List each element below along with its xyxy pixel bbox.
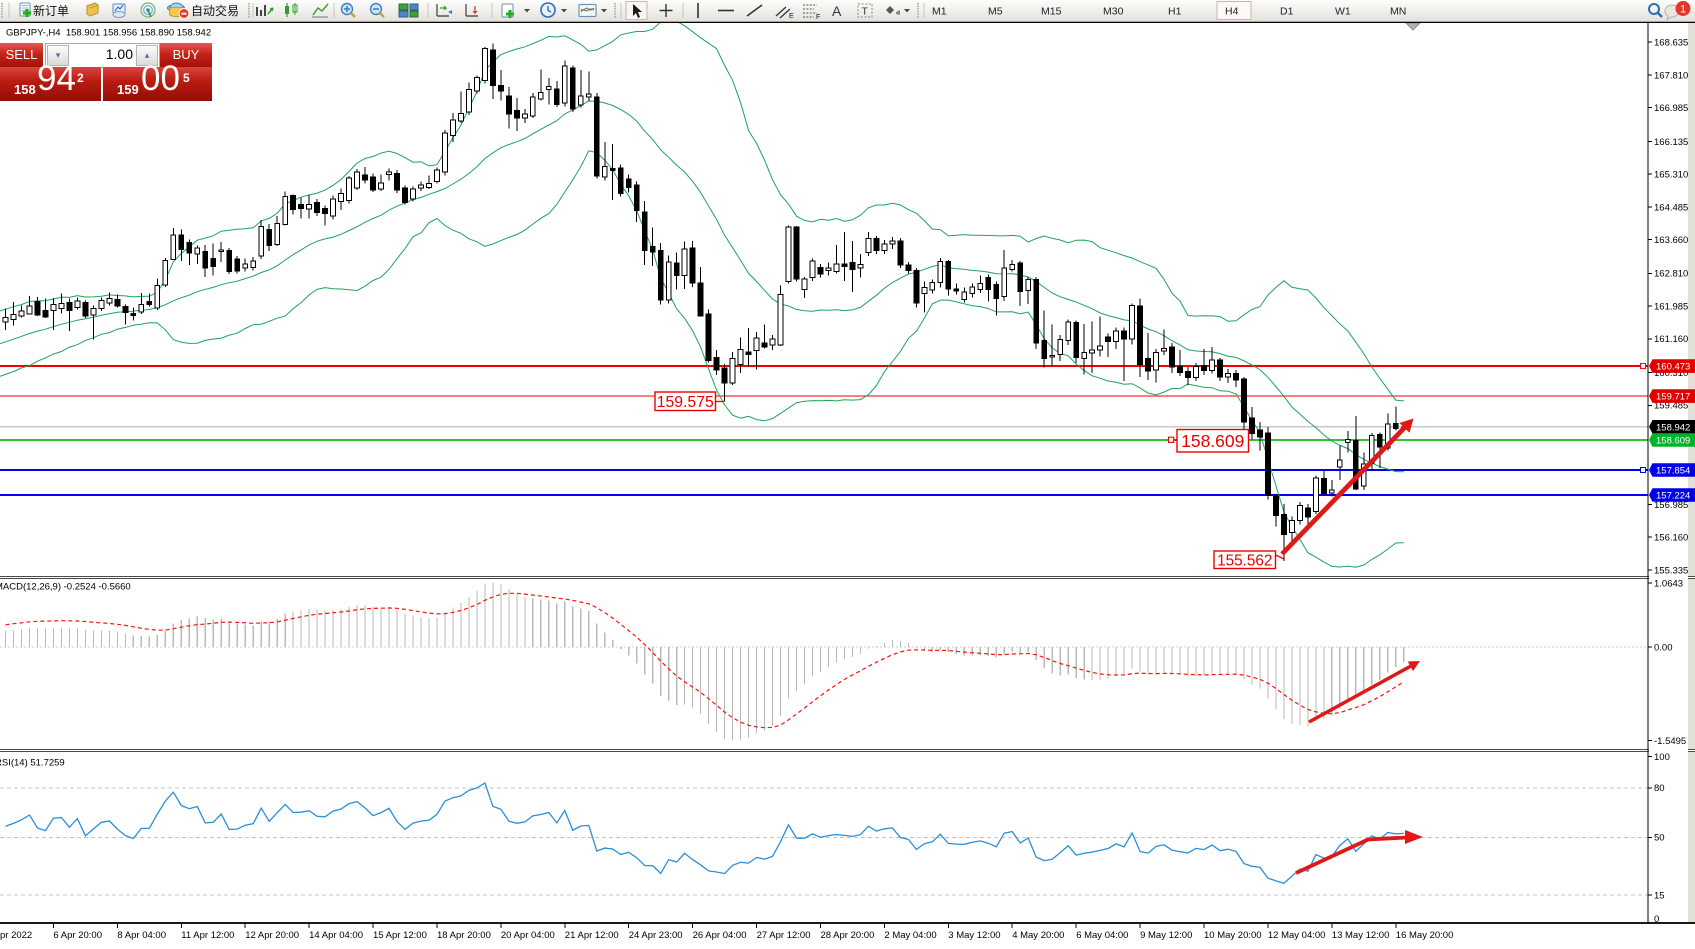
svg-text:157.224: 157.224 — [1656, 491, 1690, 502]
svg-text:MN: MN — [1390, 6, 1406, 18]
svg-text:A: A — [832, 3, 842, 19]
svg-text:27 Apr 12:00: 27 Apr 12:00 — [757, 930, 811, 941]
svg-text:1: 1 — [1680, 4, 1686, 16]
svg-text:18 Apr 20:00: 18 Apr 20:00 — [437, 930, 491, 941]
svg-text:155.335: 155.335 — [1654, 565, 1688, 576]
svg-text:155.562: 155.562 — [1217, 552, 1272, 569]
svg-text:0: 0 — [1654, 914, 1659, 925]
svg-text:168.635: 168.635 — [1654, 38, 1688, 49]
svg-text:12 May 04:00: 12 May 04:00 — [1268, 930, 1326, 941]
svg-text:21 Apr 12:00: 21 Apr 12:00 — [565, 930, 619, 941]
svg-text:161.985: 161.985 — [1654, 302, 1688, 313]
svg-text:pr 2022: pr 2022 — [0, 930, 32, 941]
svg-text:E: E — [789, 13, 794, 20]
svg-text:自动交易: 自动交易 — [191, 3, 239, 18]
svg-text:50: 50 — [1654, 833, 1665, 844]
svg-text:20 Apr 04:00: 20 Apr 04:00 — [501, 930, 555, 941]
svg-text:9 May 12:00: 9 May 12:00 — [1140, 930, 1192, 941]
svg-text:H1: H1 — [1168, 6, 1182, 18]
svg-text:16 May 20:00: 16 May 20:00 — [1396, 930, 1454, 941]
svg-text:159.717: 159.717 — [1656, 392, 1690, 403]
svg-text:F: F — [816, 14, 820, 21]
svg-text:160.310: 160.310 — [1654, 368, 1688, 379]
svg-text:GBPJPY-,H4 158.901 158.956 15: GBPJPY-,H4 158.901 158.956 158.890 158.9… — [6, 28, 211, 39]
svg-text:161.160: 161.160 — [1654, 334, 1688, 345]
svg-text:1.0643: 1.0643 — [1654, 579, 1683, 590]
svg-text:4 May 20:00: 4 May 20:00 — [1012, 930, 1064, 941]
svg-text:157.854: 157.854 — [1656, 466, 1690, 477]
svg-text:166.985: 166.985 — [1654, 103, 1688, 114]
svg-text:13 May 12:00: 13 May 12:00 — [1332, 930, 1390, 941]
svg-text:156.160: 156.160 — [1654, 533, 1688, 544]
svg-text:RSI(14) 51.7259: RSI(14) 51.7259 — [0, 758, 65, 769]
svg-text:15: 15 — [1654, 890, 1665, 901]
svg-text:158.942: 158.942 — [1656, 422, 1690, 433]
svg-text:3 May 12:00: 3 May 12:00 — [948, 930, 1000, 941]
svg-text:100: 100 — [1654, 752, 1670, 763]
svg-text:28 Apr 20:00: 28 Apr 20:00 — [821, 930, 875, 941]
svg-text:W1: W1 — [1335, 6, 1351, 18]
svg-text:10 May 20:00: 10 May 20:00 — [1204, 930, 1262, 941]
svg-text:26 Apr 04:00: 26 Apr 04:00 — [693, 930, 747, 941]
svg-text:12 Apr 20:00: 12 Apr 20:00 — [245, 930, 299, 941]
svg-text:24 Apr 23:00: 24 Apr 23:00 — [629, 930, 683, 941]
svg-text:158.609: 158.609 — [1181, 431, 1244, 451]
svg-text:T: T — [862, 6, 869, 18]
svg-text:167.810: 167.810 — [1654, 70, 1688, 81]
svg-text:166.135: 166.135 — [1654, 137, 1688, 148]
svg-text:163.660: 163.660 — [1654, 235, 1688, 246]
svg-text:164.485: 164.485 — [1654, 202, 1688, 213]
svg-text:11 Apr 12:00: 11 Apr 12:00 — [181, 930, 234, 941]
svg-text:6 May 04:00: 6 May 04:00 — [1076, 930, 1128, 941]
svg-text:8 Apr 04:00: 8 Apr 04:00 — [117, 930, 166, 941]
svg-text:D1: D1 — [1280, 6, 1294, 18]
svg-text:M30: M30 — [1103, 6, 1124, 18]
svg-text:M15: M15 — [1041, 6, 1062, 18]
svg-text:新订单: 新订单 — [33, 3, 69, 18]
svg-text:14 Apr 04:00: 14 Apr 04:00 — [309, 930, 363, 941]
svg-text:MACD(12,26,9) -0.2524 -0.5660: MACD(12,26,9) -0.2524 -0.5660 — [0, 582, 131, 593]
svg-text:156.985: 156.985 — [1654, 500, 1688, 511]
svg-text:162.810: 162.810 — [1654, 269, 1688, 280]
svg-text:159.575: 159.575 — [657, 394, 714, 411]
svg-text:6 Apr 20:00: 6 Apr 20:00 — [53, 930, 102, 941]
svg-text:165.310: 165.310 — [1654, 170, 1688, 181]
svg-text:158.609: 158.609 — [1656, 436, 1690, 447]
svg-text:160.473: 160.473 — [1656, 362, 1690, 373]
svg-text:M1: M1 — [932, 6, 947, 18]
svg-text:M5: M5 — [988, 6, 1003, 18]
svg-text:159.485: 159.485 — [1654, 401, 1688, 412]
svg-text:H4: H4 — [1225, 6, 1239, 18]
svg-text:2 May 04:00: 2 May 04:00 — [884, 930, 936, 941]
svg-text:-1.5495: -1.5495 — [1654, 736, 1686, 747]
svg-text:0.00: 0.00 — [1654, 643, 1673, 654]
svg-text:80: 80 — [1654, 783, 1665, 794]
svg-text:15 Apr 12:00: 15 Apr 12:00 — [373, 930, 427, 941]
